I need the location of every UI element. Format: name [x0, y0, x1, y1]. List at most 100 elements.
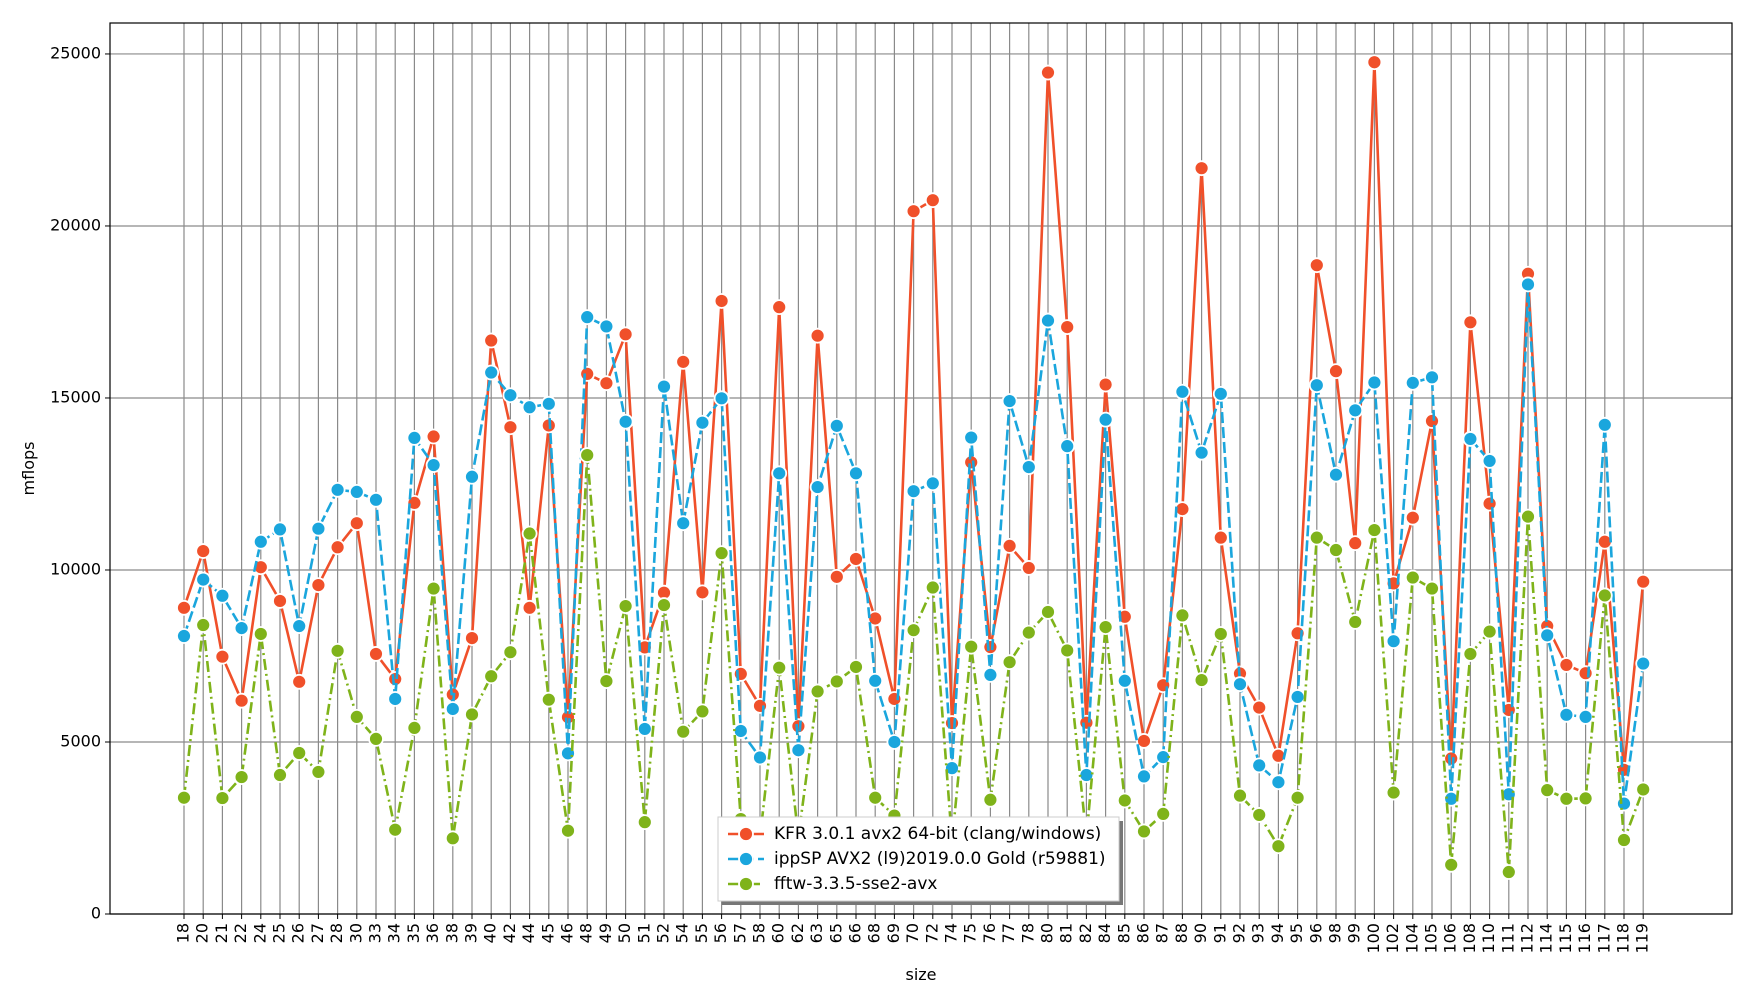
- data-point: [809, 683, 826, 700]
- x-tick-label: 36: [423, 923, 442, 943]
- data-point: [1270, 774, 1287, 791]
- data-point: [809, 327, 826, 344]
- data-point: [272, 767, 288, 783]
- x-tick-label: 74: [942, 923, 961, 943]
- data-point: [982, 667, 999, 683]
- y-axis-label: mflops: [19, 442, 38, 496]
- data-point: [1270, 838, 1287, 855]
- data-point: [272, 593, 288, 609]
- legend: KFR 3.0.1 avx2 64-bit (clang/windows) ip…: [717, 816, 1123, 905]
- x-tick-label: 99: [1345, 923, 1364, 943]
- x-tick-label: 22: [231, 923, 250, 943]
- data-point: [867, 610, 884, 627]
- x-tick-label: 94: [1268, 923, 1287, 943]
- x-tick-label: 35: [404, 923, 423, 943]
- data-point: [483, 364, 500, 381]
- data-point: [675, 353, 692, 370]
- data-point: [1212, 529, 1229, 546]
- data-point: [252, 559, 269, 576]
- data-point: [1481, 495, 1498, 512]
- data-point: [252, 533, 269, 550]
- x-tick-label: 40: [481, 923, 500, 943]
- data-point: [425, 580, 442, 597]
- x-tick-label: 38: [442, 923, 461, 943]
- data-point: [1078, 714, 1095, 731]
- legend-box: [717, 816, 1120, 902]
- data-point: [1155, 749, 1172, 766]
- legend-label-fftw: fftw-3.3.5-sse2-avx: [774, 874, 937, 894]
- data-point: [771, 299, 788, 316]
- plot-series: [176, 54, 1652, 880]
- data-point: [675, 723, 692, 740]
- legend-item-fftw: fftw-3.3.5-sse2-avx: [728, 874, 937, 894]
- data-point: [694, 584, 711, 601]
- x-tick-label: 56: [711, 923, 730, 943]
- data-point: [1558, 790, 1575, 807]
- data-point: [444, 701, 461, 717]
- data-point: [636, 814, 653, 831]
- data-point: [1251, 757, 1268, 774]
- x-tick-label: 118: [1614, 923, 1633, 954]
- data-point: [1635, 781, 1652, 798]
- y-tick-label: 15000: [50, 387, 101, 406]
- data-point: [924, 192, 941, 209]
- data-point: [310, 520, 327, 537]
- data-point: [1136, 768, 1152, 785]
- data-point: [1193, 672, 1210, 688]
- data-point: [1424, 580, 1440, 597]
- x-tick-label: 58: [750, 923, 769, 943]
- data-point: [924, 475, 941, 492]
- x-tick-label: 82: [1076, 923, 1095, 943]
- data-point: [1212, 626, 1229, 642]
- y-tick-label: 25000: [50, 43, 101, 62]
- x-tick-label: 69: [884, 923, 903, 943]
- x-tick-label: 70: [903, 923, 922, 943]
- x-tick-label: 30: [346, 923, 365, 943]
- data-point: [1616, 832, 1632, 848]
- data-point: [675, 515, 692, 532]
- data-point: [406, 719, 423, 736]
- data-point: [771, 465, 788, 482]
- data-point: [483, 332, 500, 349]
- series-1: [176, 276, 1652, 812]
- data-point: [867, 672, 884, 689]
- data-point: [1251, 807, 1268, 823]
- data-point: [1040, 64, 1056, 81]
- data-point: [368, 730, 384, 747]
- data-point: [464, 630, 480, 646]
- x-tick-label: 25: [270, 923, 289, 943]
- data-point: [291, 618, 308, 634]
- data-point: [310, 764, 327, 780]
- data-point: [1308, 377, 1325, 394]
- data-point: [982, 639, 999, 655]
- data-point: [1347, 535, 1364, 552]
- y-tick-label: 0: [91, 904, 101, 923]
- x-tick-label: 60: [769, 923, 788, 943]
- data-point: [348, 483, 365, 500]
- data-point: [1040, 312, 1056, 329]
- data-point: [521, 599, 538, 616]
- data-point: [406, 429, 423, 446]
- data-point: [291, 673, 308, 690]
- data-point: [905, 203, 922, 220]
- data-point: [1020, 560, 1037, 576]
- x-tick-label: 78: [1018, 923, 1037, 943]
- x-tick-label: 50: [615, 923, 634, 943]
- x-tick-label: 88: [1172, 923, 1191, 943]
- x-tick-label: 91: [1210, 923, 1229, 943]
- data-point: [732, 665, 749, 682]
- data-point: [713, 293, 730, 309]
- grid-lines: [110, 23, 1732, 915]
- data-point: [1155, 805, 1172, 822]
- x-tick-label: 90: [1191, 923, 1210, 943]
- data-point: [1596, 416, 1613, 433]
- data-point: [1539, 782, 1556, 799]
- data-point: [1059, 642, 1076, 659]
- x-tick-label: 111: [1498, 923, 1517, 954]
- data-point: [233, 769, 250, 785]
- y-tick-label: 20000: [50, 215, 101, 234]
- data-point: [502, 387, 519, 404]
- x-tick-label: 102: [1383, 923, 1402, 954]
- x-tick-label: 49: [596, 923, 615, 943]
